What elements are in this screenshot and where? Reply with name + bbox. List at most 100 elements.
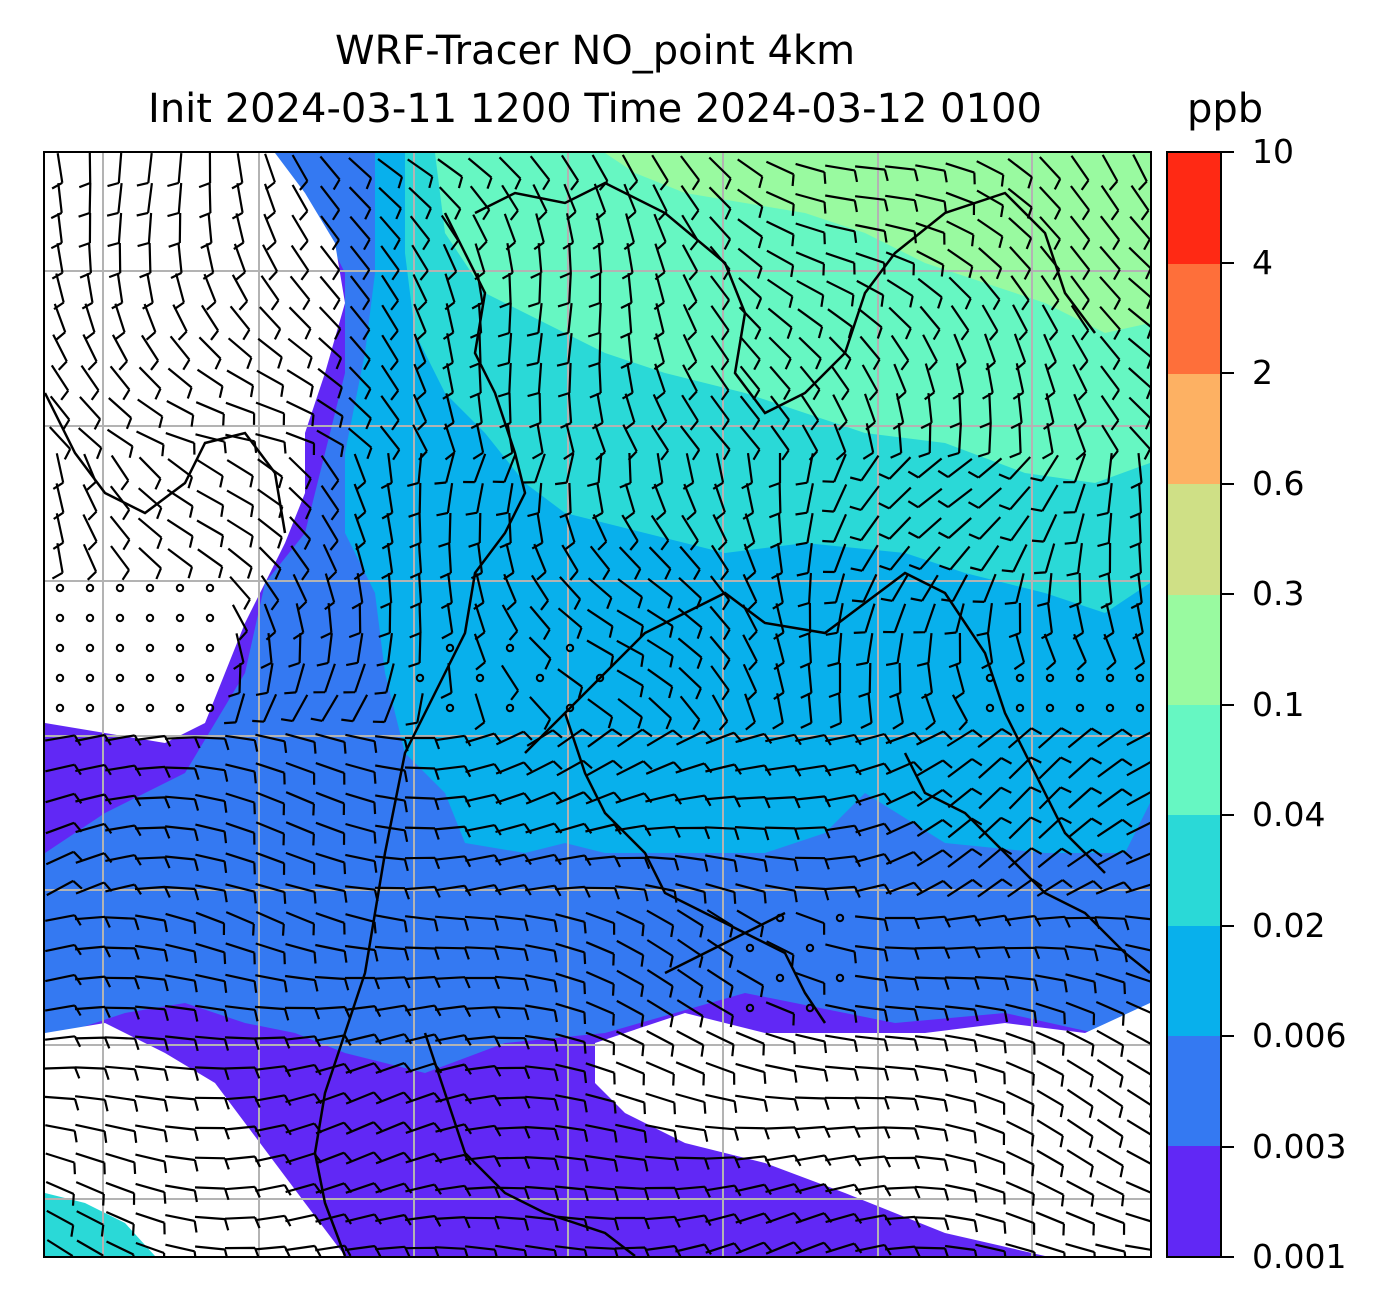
wind-barb xyxy=(584,1185,619,1202)
wind-barb xyxy=(591,154,609,191)
wind-barb xyxy=(1066,1118,1094,1148)
wind-barb xyxy=(735,1183,772,1196)
wind-barb xyxy=(313,663,336,694)
wind-barb xyxy=(374,735,409,752)
colorbar-tick xyxy=(1222,1256,1234,1258)
wind-barb xyxy=(231,274,249,311)
wind-barb xyxy=(348,186,372,220)
wind-barb xyxy=(975,1243,1007,1256)
wind-barb-calm xyxy=(1045,703,1055,713)
wind-barb xyxy=(1063,453,1087,484)
wind-barb xyxy=(1127,307,1150,339)
wind-barb xyxy=(344,1005,382,1018)
wind-barb xyxy=(1096,1149,1124,1178)
wind-barb xyxy=(676,938,704,968)
wind-barb xyxy=(918,422,932,458)
wind-barb xyxy=(554,453,575,486)
wind-barb xyxy=(289,275,311,311)
wind-barb xyxy=(524,1125,560,1141)
wind-barb xyxy=(194,1215,230,1231)
wind-barb xyxy=(585,970,615,996)
wind-barb xyxy=(76,1210,105,1237)
wind-barb xyxy=(735,1062,767,1084)
wind-barb xyxy=(1126,1149,1150,1165)
wind-barb xyxy=(318,306,342,340)
wind-barb xyxy=(880,574,909,602)
colorbar-tick-label: 0.001 xyxy=(1252,1237,1347,1276)
wind-barb xyxy=(345,1151,383,1165)
wind-barb xyxy=(379,215,401,251)
wind-barb xyxy=(375,1182,413,1194)
wind-barb xyxy=(286,400,315,427)
wind-barb xyxy=(225,763,257,784)
wind-barb xyxy=(345,822,377,844)
wind-barb xyxy=(320,454,340,491)
wind-barb xyxy=(497,332,513,368)
wind-barb xyxy=(709,216,732,250)
wind-barb xyxy=(946,878,983,898)
coastline xyxy=(524,571,1106,874)
wind-barb xyxy=(861,364,879,401)
wind-barb xyxy=(375,914,408,933)
wind-barb-calm xyxy=(55,673,65,683)
wind-barb xyxy=(348,157,373,190)
wind-barb xyxy=(946,729,983,747)
wind-barb xyxy=(407,452,423,487)
wind-barb-calm xyxy=(535,673,545,683)
wind-barb xyxy=(407,158,434,189)
wind-barb xyxy=(795,1033,828,1054)
wind-barb xyxy=(854,1126,891,1139)
wind-barb xyxy=(826,280,855,307)
colorbar-tick xyxy=(1222,814,1234,816)
wind-barb xyxy=(315,821,346,845)
wind-barb xyxy=(1125,852,1150,865)
wind-barb xyxy=(795,192,827,214)
wind-barb xyxy=(1065,1001,1096,1026)
wind-barb xyxy=(975,1062,1006,1085)
wind-barb xyxy=(975,1151,1006,1175)
wind-barb xyxy=(289,516,312,551)
wind-barb xyxy=(889,662,902,699)
wind-barb xyxy=(381,334,399,371)
wind-barb-calm xyxy=(175,643,185,653)
wind-barb xyxy=(916,879,953,897)
wind-barb xyxy=(950,304,970,341)
wind-barb xyxy=(825,194,858,213)
wind-barb xyxy=(825,763,862,776)
wind-barb xyxy=(134,975,169,992)
colorbar-tick-label: 10 xyxy=(1252,132,1294,171)
wind-barb xyxy=(257,488,284,519)
wind-barb xyxy=(316,429,345,458)
wind-barb xyxy=(229,305,251,341)
wind-barb xyxy=(969,544,1000,572)
colorbar-tick xyxy=(1222,261,1234,264)
wind-barb xyxy=(495,1244,528,1256)
wind-barb xyxy=(676,909,704,938)
wind-barb xyxy=(614,1155,649,1172)
wind-barb xyxy=(885,850,923,866)
wind-barb xyxy=(441,603,454,640)
wind-barb xyxy=(647,668,674,699)
wind-barb xyxy=(765,1183,803,1195)
wind-barb xyxy=(284,663,306,695)
wind-barb xyxy=(1096,1088,1124,1119)
wind-barb xyxy=(855,792,893,804)
wind-barb xyxy=(769,512,783,549)
wind-barb xyxy=(164,855,199,872)
wind-barb xyxy=(105,1181,136,1205)
wind-barb xyxy=(736,969,765,998)
wind-barb xyxy=(710,665,730,701)
wind-barb xyxy=(1066,542,1083,577)
wind-barb xyxy=(585,1124,618,1143)
wind-barb xyxy=(108,397,133,430)
wind-barb xyxy=(704,826,740,841)
wind-barb xyxy=(465,824,502,836)
wind-barb xyxy=(381,304,399,341)
wind-barb xyxy=(734,1155,772,1168)
wind-barb xyxy=(974,976,1010,991)
wind-barb xyxy=(75,822,113,835)
wind-barb xyxy=(743,543,757,581)
wind-barb xyxy=(196,368,224,398)
wind-barb xyxy=(945,1214,978,1233)
colorbar-segment xyxy=(1168,153,1220,264)
